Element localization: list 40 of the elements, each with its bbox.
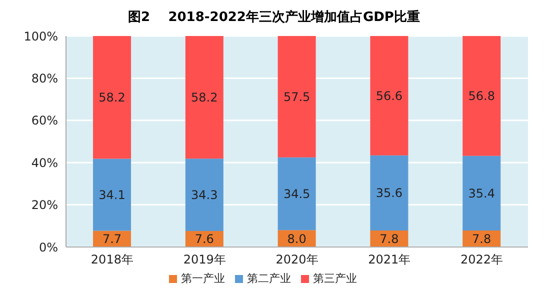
data-label: 58.2 <box>98 90 126 105</box>
legend-label: 第一产业 <box>181 272 225 285</box>
bar <box>185 158 224 231</box>
data-label: 57.5 <box>283 90 310 104</box>
data-label: 56.6 <box>376 88 403 103</box>
y-tick-label: 0% <box>38 240 58 254</box>
data-label: 35.4 <box>468 186 495 200</box>
bar <box>278 157 316 230</box>
data-label: 7.6 <box>194 232 214 246</box>
data-label: 34.1 <box>98 188 126 202</box>
y-tick-label: 80% <box>31 71 58 86</box>
data-label: 34.5 <box>283 186 310 201</box>
bar <box>93 158 131 231</box>
bar <box>370 155 408 231</box>
data-label: 58.2 <box>191 90 218 105</box>
bar <box>93 36 131 159</box>
data-label: 7.8 <box>380 232 399 246</box>
y-tick-label: 60% <box>31 114 58 128</box>
legend-label: 第三产业 <box>313 272 357 285</box>
x-tick-label: 2022年 <box>460 252 504 267</box>
y-tick-label: 20% <box>31 198 58 212</box>
data-label: 7.8 <box>472 232 492 246</box>
chart-title: 图2 2018-2022年三次产业增加值占GDP比重 <box>127 8 421 27</box>
data-label: 56.8 <box>468 89 495 104</box>
x-tick-label: 2020年 <box>276 252 318 267</box>
bar <box>370 36 408 156</box>
data-label: 8.0 <box>287 232 306 246</box>
x-tick-label: 2018年 <box>90 252 134 267</box>
data-label: 7.7 <box>102 232 122 246</box>
legend-label: 第二产业 <box>247 272 291 285</box>
x-tick-label: 2021年 <box>368 252 411 267</box>
data-label: 35.6 <box>376 186 403 200</box>
data-label: 34.3 <box>191 188 218 202</box>
bar <box>185 36 224 159</box>
y-tick-label: 100% <box>24 29 58 44</box>
bar <box>462 36 501 156</box>
x-tick-label: 2019年 <box>183 252 226 267</box>
bar <box>462 156 501 231</box>
bar <box>278 36 316 158</box>
y-tick-label: 40% <box>31 156 58 170</box>
